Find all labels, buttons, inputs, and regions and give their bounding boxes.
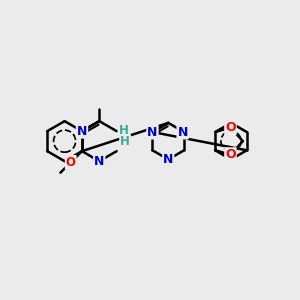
Text: N: N <box>147 125 158 139</box>
Text: O: O <box>66 156 76 169</box>
Text: N: N <box>94 155 104 168</box>
Text: N: N <box>77 125 87 138</box>
Text: H: H <box>120 135 130 148</box>
Text: N: N <box>163 153 173 166</box>
Text: H: H <box>119 124 129 137</box>
Text: N: N <box>177 125 188 139</box>
Text: O: O <box>225 148 236 161</box>
Text: O: O <box>225 121 236 134</box>
